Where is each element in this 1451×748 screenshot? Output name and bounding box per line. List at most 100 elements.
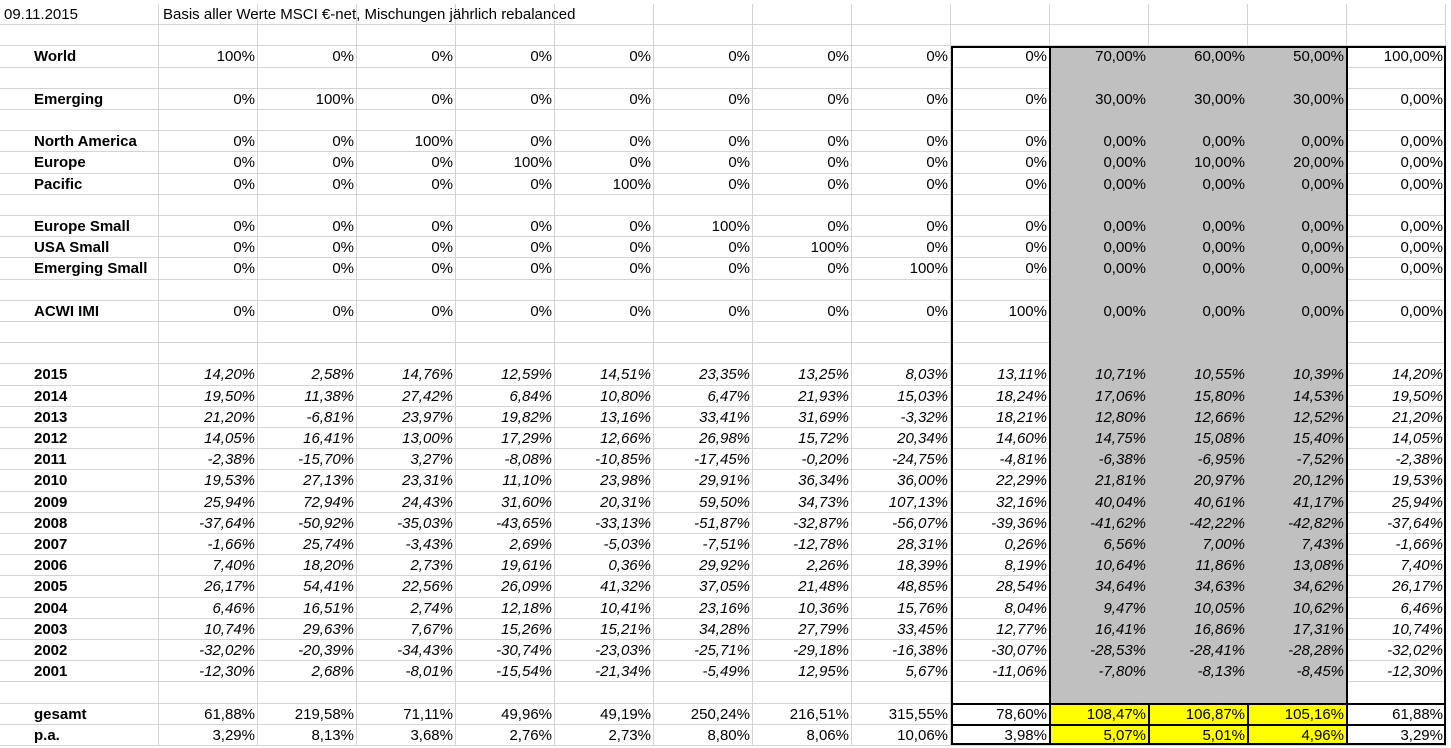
cell (1149, 216, 1248, 238)
cell (555, 67, 654, 89)
value-cell: 34,62% (1293, 578, 1344, 596)
value-cell: 0% (827, 260, 849, 278)
value-cell: 10,74% (204, 620, 255, 638)
cell (357, 512, 456, 534)
value-cell: 0% (332, 218, 354, 235)
cell (456, 300, 555, 322)
value-cell: 19,61% (501, 557, 552, 575)
value-cell: 72,94% (303, 493, 354, 511)
cell (555, 216, 654, 238)
value-cell: 36,34% (798, 472, 849, 490)
value-cell: 27,42% (402, 387, 453, 405)
cell (1050, 4, 1149, 26)
value-cell: 25,94% (1392, 493, 1443, 511)
value-cell: 16,41% (303, 430, 354, 447)
cell (357, 343, 456, 365)
cell (1149, 512, 1248, 534)
value-cell: 15,76% (897, 599, 948, 617)
value-cell: 8,13% (311, 726, 354, 744)
cell (357, 491, 456, 513)
value-cell: 250,24% (690, 705, 750, 723)
cell (159, 216, 258, 238)
cell (1149, 385, 1248, 407)
value-cell: 20,34% (897, 430, 948, 447)
cell (1050, 67, 1149, 89)
cell (852, 364, 951, 386)
cell (654, 724, 753, 746)
cell (753, 406, 852, 428)
cell (159, 661, 258, 683)
value-cell: 12,66% (1194, 408, 1245, 426)
cell (357, 322, 456, 344)
value-cell: 0% (530, 175, 552, 193)
value-cell: -29,18% (793, 642, 849, 659)
value-cell: 14,76% (402, 366, 453, 384)
cell (852, 555, 951, 577)
cell (1050, 25, 1149, 47)
value-cell: 23,31% (402, 472, 453, 490)
value-cell: 20,00% (1293, 154, 1344, 172)
cell (159, 428, 258, 450)
value-cell: 7,40% (212, 557, 255, 575)
cell (159, 364, 258, 386)
value-cell: 12,18% (501, 599, 552, 617)
cell (258, 67, 357, 89)
value-cell: 24,43% (402, 493, 453, 511)
cell (555, 343, 654, 365)
cell (1149, 364, 1248, 386)
cell (753, 661, 852, 683)
value-cell: 105,16% (1284, 705, 1344, 723)
cell (654, 152, 753, 174)
value-cell: 0,00% (1400, 302, 1443, 320)
cell (258, 724, 357, 746)
value-cell: -23,03% (595, 642, 651, 659)
value-cell: -35,03% (397, 514, 453, 532)
cell (654, 343, 753, 365)
cell (357, 46, 456, 68)
row-label: Pacific (34, 175, 83, 193)
value-cell: 6,47% (707, 387, 750, 405)
cell (159, 406, 258, 428)
cell (1149, 46, 1248, 68)
cell (159, 300, 258, 322)
row-label: 2006 (34, 557, 68, 575)
cell (1050, 343, 1149, 365)
cell (1050, 534, 1149, 556)
value-cell: 0% (926, 302, 948, 320)
cell (852, 385, 951, 407)
value-cell: 48,85% (897, 578, 948, 596)
value-cell: 16,51% (303, 599, 354, 617)
cell (654, 385, 753, 407)
cell (1248, 4, 1347, 26)
value-cell: 0% (728, 48, 750, 66)
value-cell: -28,41% (1189, 642, 1245, 659)
cell (357, 534, 456, 556)
value-cell: 3,98% (1004, 726, 1047, 744)
value-cell: -12,30% (1387, 663, 1443, 681)
value-cell: 49,96% (501, 705, 552, 723)
cell (0, 131, 159, 153)
cell (654, 512, 753, 534)
cell (456, 216, 555, 238)
cell (0, 555, 159, 577)
value-cell: -12,78% (793, 536, 849, 553)
cell (753, 385, 852, 407)
value-cell: -1,66% (207, 536, 255, 553)
value-cell: -34,43% (397, 642, 453, 659)
value-cell: 315,55% (888, 705, 948, 723)
value-cell: 2,76% (509, 726, 552, 744)
value-cell: 100,00% (1383, 48, 1443, 66)
cell (258, 406, 357, 428)
value-cell: 41,17% (1293, 493, 1344, 511)
cell (1149, 576, 1248, 598)
value-cell: 5,07% (1103, 726, 1146, 744)
value-cell: 0% (629, 218, 651, 235)
cell (357, 385, 456, 407)
cell (852, 534, 951, 556)
cell (753, 576, 852, 598)
cell (1050, 88, 1149, 110)
cell (1050, 46, 1149, 68)
value-cell: 30,00% (1194, 90, 1245, 108)
cell (0, 322, 159, 344)
value-cell: 10,74% (1392, 620, 1443, 638)
